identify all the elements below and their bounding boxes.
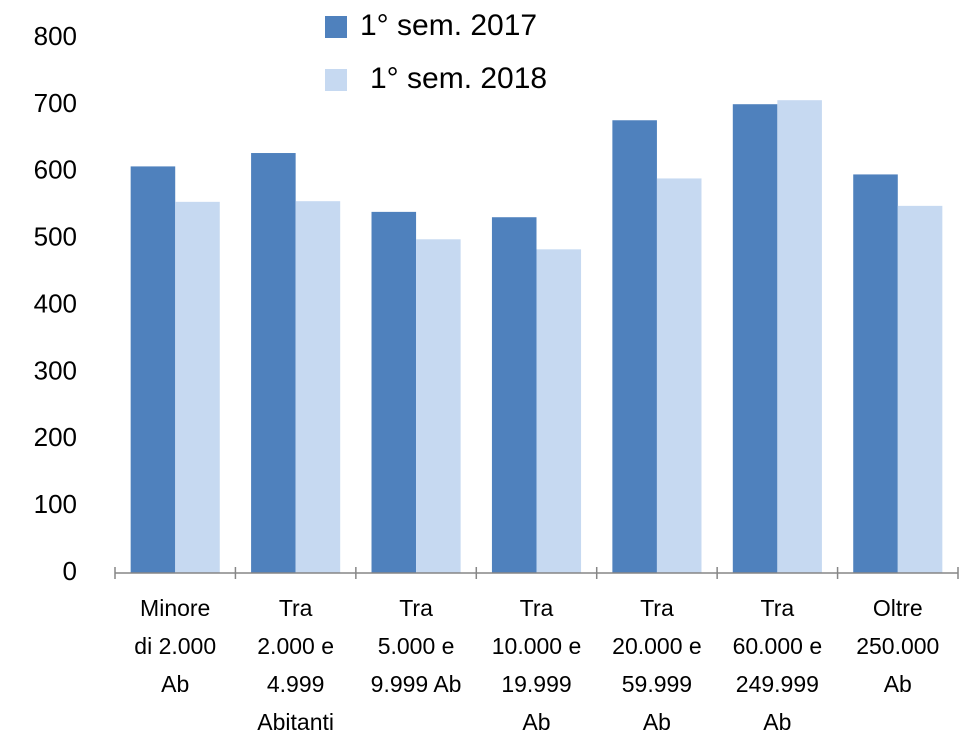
legend-swatch bbox=[325, 69, 347, 91]
y-tick-label: 0 bbox=[63, 556, 77, 586]
bar bbox=[897, 205, 943, 573]
bar bbox=[777, 100, 822, 573]
bar bbox=[416, 239, 461, 573]
legend-label: 1° sem. 2017 bbox=[360, 9, 537, 42]
bar bbox=[130, 166, 176, 573]
legend-label: 1° sem. 2018 bbox=[370, 62, 547, 95]
x-tick-label: Oltre 250.000 Ab bbox=[856, 595, 939, 697]
x-tick-label: Tra 20.000 e 59.999 Ab bbox=[612, 595, 702, 735]
y-tick-label: 800 bbox=[34, 21, 77, 51]
bar bbox=[491, 217, 537, 573]
y-tick-label: 500 bbox=[34, 222, 77, 252]
y-tick-label: 200 bbox=[34, 422, 77, 452]
bar bbox=[371, 211, 417, 573]
x-tick-label: Tra 10.000 e 19.999 Ab bbox=[492, 595, 582, 735]
bar bbox=[175, 201, 220, 573]
bar bbox=[612, 120, 657, 573]
bar bbox=[732, 104, 778, 574]
x-tick-label: Tra 5.000 e 9.999 Ab bbox=[371, 595, 462, 697]
bar bbox=[536, 249, 582, 573]
x-tick-label: Tra 2.000 e 4.999 Abitanti bbox=[257, 595, 334, 735]
x-tick-label: Minore di 2.000 Ab bbox=[134, 595, 216, 697]
y-tick-label: 100 bbox=[34, 489, 77, 519]
legend-swatch bbox=[325, 16, 347, 38]
y-tick-label: 400 bbox=[34, 288, 77, 318]
y-tick-label: 700 bbox=[34, 88, 77, 118]
y-tick-label: 300 bbox=[34, 355, 77, 385]
y-tick-label: 600 bbox=[34, 155, 77, 185]
bar bbox=[656, 178, 702, 573]
bar bbox=[295, 201, 341, 574]
x-tick-label: Tra 60.000 e 249.999 Ab bbox=[733, 595, 823, 735]
bar bbox=[853, 174, 898, 574]
bar bbox=[251, 153, 296, 573]
